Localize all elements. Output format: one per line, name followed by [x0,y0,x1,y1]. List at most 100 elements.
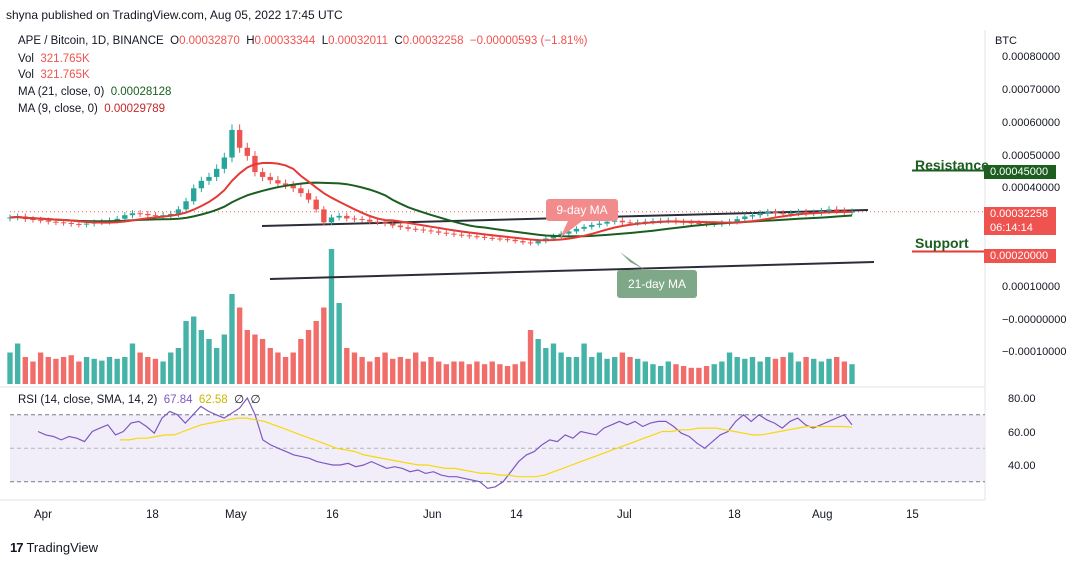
volume-bar [795,361,802,384]
volume-bar [183,321,189,384]
candle-body [221,157,228,169]
candle-body [344,215,350,219]
candle-body [267,176,273,181]
x-tick: 18 [146,509,159,521]
rsi-empty-2: ∅ [250,394,261,406]
candle-body [37,219,44,221]
candle-body [198,180,205,189]
rsi-sma-value: 62.58 [198,394,228,406]
volume-bar [604,358,610,384]
rsi-value: 67.84 [163,394,193,406]
volume-bar [734,357,740,384]
volume-bar [7,352,13,384]
ma9-label: MA (9, close, 0) [18,103,98,115]
resistance-label: Resistance [915,157,989,173]
annotation-shapes [560,221,645,270]
volume-bar [458,361,465,384]
candle-body [834,209,840,211]
volume-bar [589,357,595,384]
candle-body [382,222,388,224]
volume-bar [435,361,442,384]
volume-bar [244,330,250,384]
volume-bar [252,334,258,384]
volume-bar [14,343,21,384]
rsi-tick: 60.00 [1008,427,1036,439]
candle-body [168,213,174,216]
volume-bar [229,294,235,384]
candle-body [137,213,143,215]
candle-body [451,233,457,235]
candle-body [504,239,511,241]
x-tick: May [225,509,247,521]
ma9-line [9,161,853,242]
y-tick: 0.00070000 [1002,84,1061,96]
candle-body [795,211,802,214]
legend-vol1[interactable]: Vol 321.765K [18,53,90,65]
volume-bar [359,357,365,384]
volume-bar [275,352,281,384]
candle-body [321,209,327,223]
candle-body [497,238,503,240]
rsi-empty-1: ∅ [234,394,245,406]
legend-ma9[interactable]: MA (9, close, 0) 0.00029789 [18,103,165,115]
ma21-label: MA (21, close, 0) [18,86,105,98]
volume-bar [596,352,603,384]
candle-body [175,209,182,214]
candle-body [535,241,541,244]
x-tick: Apr [34,509,52,521]
volume-bar [267,348,273,384]
volume-bar [581,343,587,384]
volume-bar [99,360,105,384]
candle-body [30,219,36,221]
volume-bar [826,358,832,384]
volume-bar [550,343,557,384]
ma21-callout: 21-day MA [617,270,697,298]
vol-value-2: 321.765K [40,69,90,81]
rsi-tick: 80.00 [1008,393,1036,405]
candle-body [152,215,159,217]
volume-bar [849,364,855,384]
countdown-tag: 06:14:14 [984,221,1056,235]
candle-body [420,229,427,231]
open-label: O [170,35,180,47]
candle-body [566,231,572,234]
candle-body [367,219,373,222]
footer-brand[interactable]: 17 TradingView [10,540,98,555]
candle-body [206,176,212,181]
candle-body [780,213,786,215]
y-tick: 0.00010000 [1002,281,1061,293]
volume-bar [37,352,44,384]
volume-bar [321,307,327,384]
axis-currency: BTC [995,35,1017,47]
legend-ma21[interactable]: MA (21, close, 0) 0.00028128 [18,86,171,98]
candle-body [45,220,51,222]
x-tick: 14 [510,509,523,521]
symbol-label[interactable]: APE / Bitcoin, 1D, BINANCE [18,35,164,47]
volume-bar [390,358,396,384]
vol-label-2: Vol [18,69,34,81]
resistance-price-tag: 0.00045000 [984,165,1056,179]
volume-bar [313,321,319,384]
volume-bar [367,361,373,384]
volume-bar [757,361,763,384]
volume-bar [566,357,572,384]
volume-bar [328,249,335,384]
candle-body [596,223,603,225]
close-label: C [394,35,403,47]
legend-rsi[interactable]: RSI (14, close, SMA, 14, 2) 67.84 62.58 … [18,392,261,406]
y-tick: 0.00040000 [1002,182,1061,194]
volume-bar [374,357,381,384]
candle-body [374,221,381,223]
legend-vol2[interactable]: Vol 321.765K [18,69,90,81]
volume-bar [627,357,633,384]
candle-body [688,222,694,224]
candle-body [236,129,243,148]
ma21-line [9,181,853,238]
x-tick: Jul [617,509,632,521]
candle-body [558,233,564,236]
candle-body [619,220,626,223]
volume-bar [282,357,289,384]
candle-body [7,217,13,219]
volume-bar [53,358,59,384]
